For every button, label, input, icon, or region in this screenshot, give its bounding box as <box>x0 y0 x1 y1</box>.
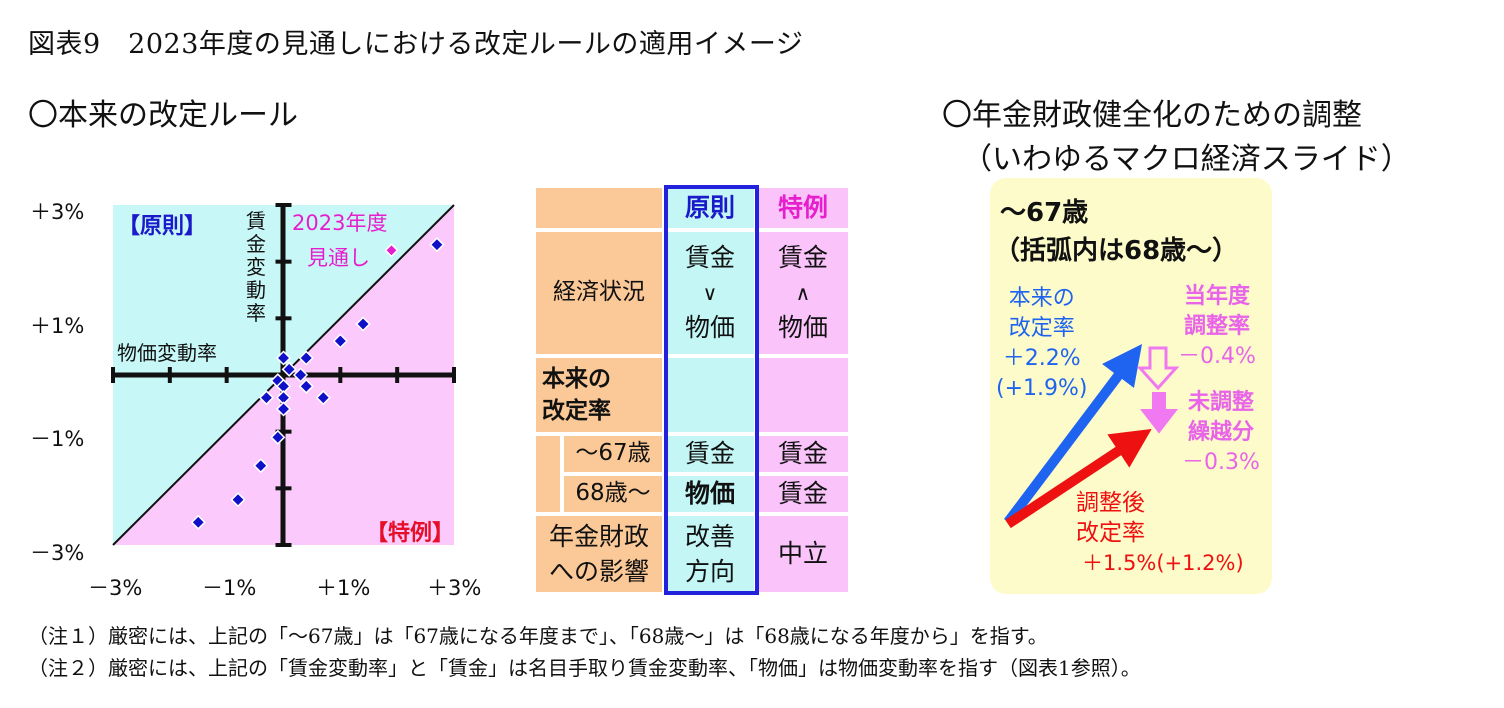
adjust-down-arrow <box>1136 346 1180 391</box>
original-rate-line: 本来の <box>1008 286 1075 311</box>
scatter-chart-svg <box>111 203 456 547</box>
rate-label: 本来の 改定率 <box>536 358 662 432</box>
original-rate-line: 改定率 <box>1008 316 1075 341</box>
right-section-title-line2: （いわゆるマクロ経済スライド） <box>962 142 1411 177</box>
impact-principle-line: 方向 <box>684 557 735 586</box>
data-point <box>270 429 286 445</box>
to67-exception: 賃金 <box>758 436 848 472</box>
x-tick-label: ＋1% <box>316 576 371 600</box>
y-axis-label: 賃金変動率 <box>243 210 269 325</box>
to67-principle: 賃金 <box>666 436 754 472</box>
economy-label: 経済状況 <box>536 232 662 354</box>
data-point <box>332 333 348 349</box>
this-year-adjust-line: 当年度 <box>1183 284 1250 309</box>
adjusted-rate-line: ＋1.5%(+1.2%) <box>1082 551 1244 575</box>
economy-exception-line: 物価 <box>777 312 828 342</box>
highlight-label-line1: 2023年度 <box>290 207 390 237</box>
y-tick-label: ＋1% <box>30 314 85 338</box>
carryover-line: 未調整 <box>1187 390 1254 415</box>
principle-column-frame <box>664 185 759 595</box>
region-exception-label: 【特例】 <box>366 521 455 546</box>
macro-slide-box: ～67歳 （括弧内は68歳～） 本来の 改定率 ＋2.2% (+1.9%) 当年… <box>990 178 1272 594</box>
y-tick-label: －1% <box>30 427 85 451</box>
impact-label-line: 年金財政 <box>548 522 649 551</box>
y-tick-label: ＋3% <box>30 200 85 224</box>
carryover-text: 未調整 繰越分 －0.3% <box>1182 388 1260 478</box>
highlight-label-line2: 見通し <box>305 242 372 272</box>
x-tick-label: －3% <box>88 576 143 600</box>
economy-exception-line: ∧ <box>795 280 811 305</box>
x-axis-label: 物価変動率 <box>117 337 217 366</box>
impact-principle: 改善 方向 <box>666 516 754 592</box>
economy-exception-line: 賃金 <box>777 242 828 272</box>
region-principle-label: 【原則】 <box>118 214 207 239</box>
data-point <box>230 492 246 508</box>
from68-principle: 物価 <box>666 476 754 512</box>
economy-principle-line: 賃金 <box>684 242 735 272</box>
data-point <box>190 514 206 530</box>
note-2: （注２）厳密には、上記の「賃金変動率」と「賃金」は名目手取り賃金変動率、「物価」… <box>28 656 1141 680</box>
data-point <box>258 390 275 406</box>
data-point <box>298 378 314 394</box>
header-principle: 原則 <box>666 188 754 228</box>
right-section-title-line1: 〇年金財政健全化のための調整 <box>942 98 1362 133</box>
figure-title: 図表9 2023年度の見通しにおける改定ルールの適用イメージ <box>28 29 804 60</box>
data-point <box>292 367 309 383</box>
adjusted-rate-line: 改定率 <box>1076 520 1145 546</box>
impact-label-line: への影響 <box>548 557 649 586</box>
from68-exception: 賃金 <box>758 476 848 512</box>
rate-label-line: 本来の <box>542 365 611 392</box>
highlight-point <box>384 243 399 258</box>
from68-label: 68歳～ <box>564 476 662 512</box>
impact-label: 年金財政 への影響 <box>536 516 662 592</box>
rate-label-line: 改定率 <box>542 398 611 424</box>
data-point <box>355 316 371 332</box>
adjusted-rate-text: 調整後 改定率 ＋1.5%(+1.2%) <box>1076 488 1244 578</box>
x-tick-label: －1% <box>202 576 257 600</box>
data-point <box>315 390 331 406</box>
this-year-adjust-line: －0.4% <box>1178 344 1256 369</box>
data-point <box>275 350 292 366</box>
original-rate-line: (+1.9%) <box>996 376 1088 401</box>
carryover-line: －0.3% <box>1182 450 1260 475</box>
data-point <box>281 361 297 377</box>
tick-marks <box>111 203 456 547</box>
data-point <box>429 237 445 253</box>
original-rate-text: 本来の 改定率 ＋2.2% (+1.9%) <box>996 284 1088 404</box>
rate-principle-blank <box>666 358 754 432</box>
rule-table: 原則 特例 経済状況 賃金 ∨ 物価 賃金 ∧ 物価 本来の 改定率 ～67歳 … <box>536 185 848 595</box>
adjusted-rate-arrow <box>1005 428 1152 529</box>
economy-principle-line: 物価 <box>684 312 735 342</box>
data-point <box>275 401 292 417</box>
impact-principle-line: 改善 <box>684 522 735 551</box>
scatter-chart: ＋3% ＋1% －1% －3% －3% －1% ＋1% ＋3% 【原則】 【特例… <box>0 0 520 610</box>
carryover-down-arrow <box>1139 392 1179 434</box>
arrows-svg <box>1004 344 1180 529</box>
note-1: （注１）厳密には、上記の「～67歳」は「67歳になる年度まで」、「68歳～」は「… <box>28 624 1048 648</box>
x-tick-label: ＋3% <box>427 576 482 600</box>
rate-exception-blank <box>758 358 848 432</box>
adjusted-rate-line: 調整後 <box>1076 490 1145 516</box>
left-section-title: 〇本来の改定ルール <box>28 98 298 133</box>
slide-heading-line1: ～67歳 <box>1000 198 1089 228</box>
indent-blank <box>536 436 560 512</box>
y-tick-label: －3% <box>30 541 85 565</box>
economy-principle-line: ∨ <box>702 280 718 305</box>
carryover-line: 繰越分 <box>1187 420 1254 445</box>
original-rate-arrow <box>1004 344 1143 526</box>
header-blank <box>536 188 662 228</box>
data-points <box>190 237 445 530</box>
header-exception: 特例 <box>758 188 848 228</box>
impact-exception: 中立 <box>758 516 848 592</box>
this-year-adjust-text: 当年度 調整率 －0.4% <box>1178 282 1256 372</box>
this-year-adjust-line: 調整率 <box>1183 314 1250 339</box>
to67-label: ～67歳 <box>564 436 662 472</box>
original-rate-line: ＋2.2% <box>1002 346 1081 371</box>
economy-exception: 賃金 ∧ 物価 <box>758 232 848 354</box>
data-point <box>253 458 269 474</box>
slide-heading-line2: （括弧内は68歳～） <box>994 236 1239 266</box>
data-point <box>298 350 314 366</box>
economy-principle: 賃金 ∨ 物価 <box>666 232 754 354</box>
